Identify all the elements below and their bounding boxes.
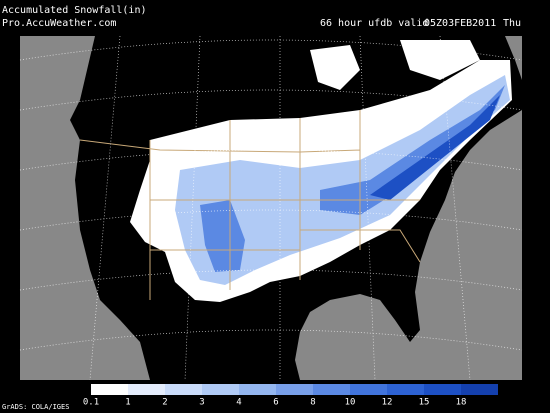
legend-swatch	[350, 384, 387, 395]
legend-swatch	[461, 384, 498, 395]
legend-label: 8	[310, 398, 315, 408]
weekday: Thu	[503, 18, 521, 29]
forecast-hour: 66 hour ufdb valid	[320, 18, 428, 29]
credit: GrADS: COLA/IGES	[2, 403, 69, 411]
legend-swatch	[239, 384, 276, 395]
snow-very-heavy	[370, 95, 500, 200]
legend-label: 18	[456, 398, 467, 408]
legend-label: 0.1	[83, 398, 99, 408]
legend-label: 4	[236, 398, 241, 408]
legend-label: 6	[273, 398, 278, 408]
snow-moderate	[175, 75, 510, 285]
source: Pro.AccuWeather.com	[2, 18, 116, 29]
legend-swatch	[387, 384, 424, 395]
legend-label: 1	[125, 398, 130, 408]
legend-swatch	[128, 384, 165, 395]
legend-label: 12	[382, 398, 393, 408]
legend-swatch	[202, 384, 239, 395]
legend-swatch	[165, 384, 202, 395]
legend-swatch	[313, 384, 350, 395]
color-legend: 0.1 1 2 3 4 6 8 10 12 15 18	[83, 384, 498, 408]
legend-swatch	[424, 384, 461, 395]
legend-label: 3	[199, 398, 204, 408]
graticule	[19, 35, 523, 381]
map-title: Accumulated Snowfall(in)	[2, 5, 147, 16]
legend-label: 10	[345, 398, 356, 408]
valid-time: 05Z03FEB2011	[424, 18, 496, 29]
legend-swatch	[91, 384, 128, 395]
state-borders	[79, 110, 421, 300]
legend-label: 2	[162, 398, 167, 408]
legend-swatch	[276, 384, 313, 395]
legend-label: 15	[419, 398, 430, 408]
